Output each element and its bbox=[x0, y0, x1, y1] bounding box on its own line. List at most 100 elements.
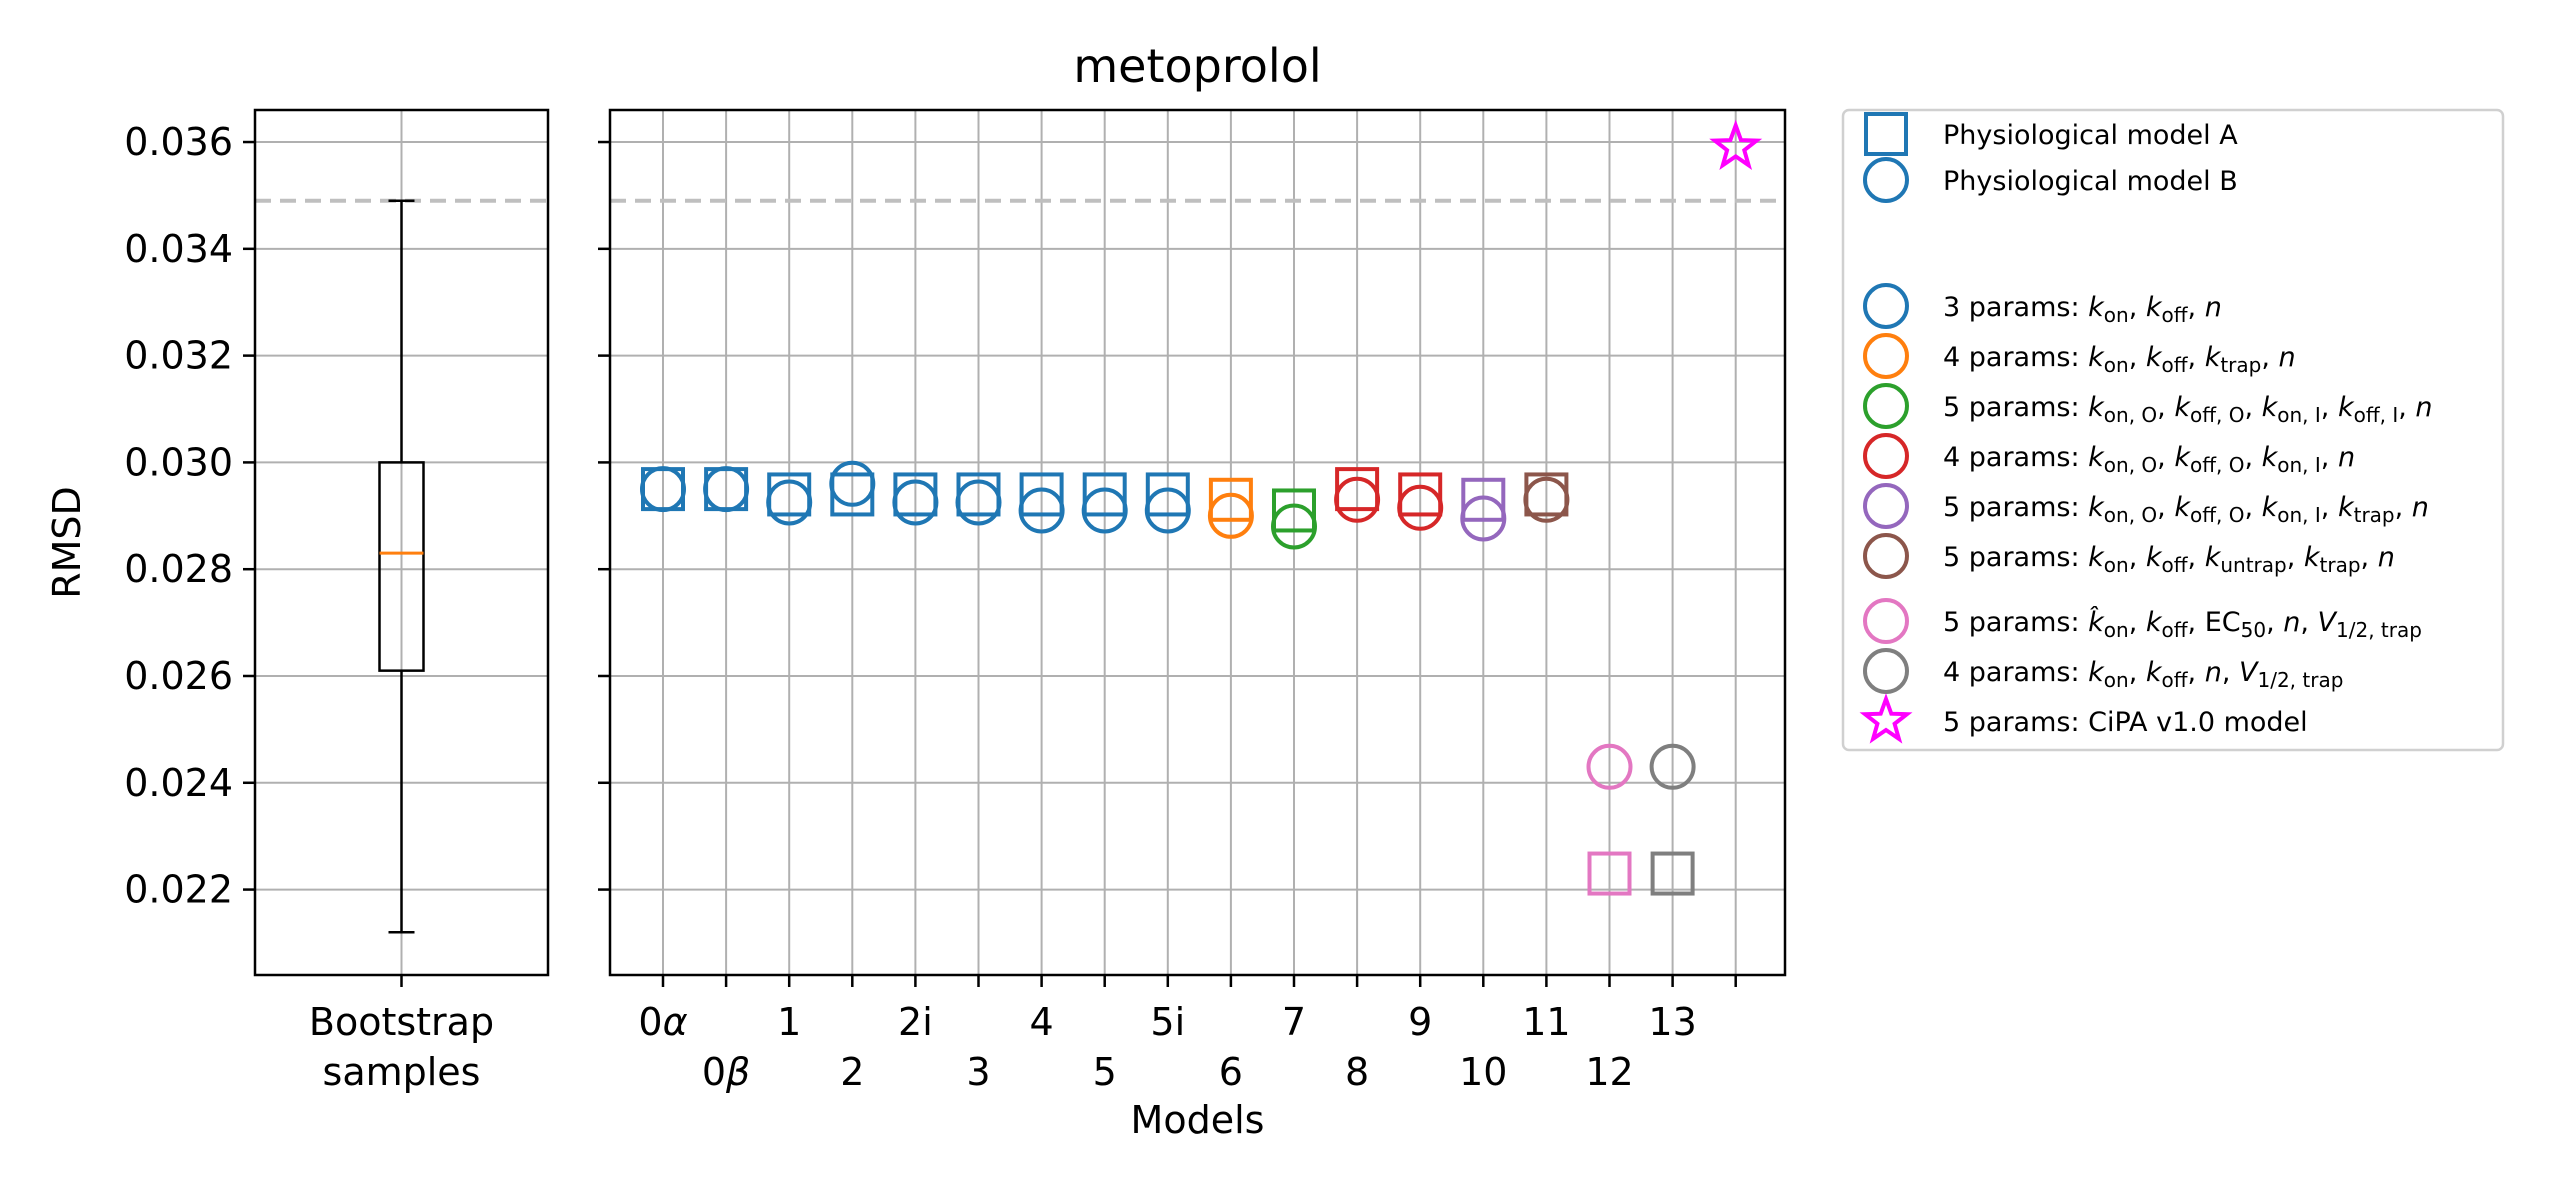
x-tick-label: 11 bbox=[1522, 1000, 1570, 1044]
y-axis-ticks: 0.022 0.024 0.026 0.028 0.030 0.032 0.034 0.036 bbox=[124, 120, 403, 987]
x-tick-label: 8 bbox=[1345, 1050, 1369, 1094]
models-data-points bbox=[640, 119, 1763, 896]
y-tick-label: 0.034 bbox=[124, 227, 233, 271]
model-a-square-point bbox=[1208, 477, 1253, 522]
x-tick-label: 9 bbox=[1408, 1000, 1432, 1044]
x-tick-label: 6 bbox=[1219, 1050, 1243, 1094]
legend-entry: Physiological model B bbox=[1863, 157, 2238, 203]
y-tick-label: 0.036 bbox=[124, 120, 233, 164]
model-b-circle-point bbox=[1271, 503, 1317, 550]
legend-circle-marker bbox=[1863, 533, 1909, 579]
model-b-circle-point bbox=[766, 479, 813, 526]
x-tick-label: 5i bbox=[1150, 1000, 1185, 1044]
x-tick-label: 4 bbox=[1030, 1000, 1054, 1044]
x-tick-label: 12 bbox=[1585, 1050, 1633, 1094]
legend-entry: 4 params: kon, koff, n, V1/2, trap bbox=[1863, 648, 2343, 694]
legend-entry: 5 params: CiPA v1.0 model bbox=[1859, 693, 2308, 744]
legend-square-marker bbox=[1864, 112, 1908, 156]
legend-entry: 5 params: k̂on, koff, EC50, n, V1/2, tra… bbox=[1863, 598, 2422, 644]
legend-label: 3 params: kon, koff, n bbox=[1943, 292, 2222, 327]
chart-title: metoprolol bbox=[1073, 39, 1321, 93]
model-a-square-point bbox=[1398, 472, 1443, 517]
legend-label: 4 params: kon, O, koff, O, kon, I, n bbox=[1943, 442, 2355, 477]
legend-entry: 4 params: kon, O, koff, O, kon, I, n bbox=[1863, 433, 2355, 479]
legend-circle-marker bbox=[1863, 433, 1909, 479]
model-b-circle-point bbox=[1081, 487, 1128, 534]
legend-label: 5 params: k̂on, koff, EC50, n, V1/2, tra… bbox=[1943, 606, 2422, 642]
model-b-circle-point bbox=[1334, 476, 1381, 523]
legend-label: 5 params: kon, O, koff, O, kon, I, koff,… bbox=[1943, 392, 2433, 427]
model-b-circle-point bbox=[1144, 487, 1191, 534]
model-a-square-point bbox=[1019, 472, 1064, 517]
legend-frame bbox=[1841, 108, 2505, 752]
model-b-circle-point bbox=[829, 460, 876, 507]
model-a-square-point bbox=[1082, 472, 1127, 517]
model-b-circle-point bbox=[1649, 743, 1696, 790]
bootstrap-panel: 0.022 0.024 0.026 0.028 0.030 0.032 0.034 0.036… bbox=[45, 108, 550, 1094]
y-tick-label: 0.026 bbox=[124, 654, 233, 698]
legend: Physiological model A Physiological model… bbox=[1841, 108, 2505, 752]
x-tick-label: 1 bbox=[777, 1000, 801, 1044]
model-b-circle-point bbox=[955, 479, 1002, 526]
model-b-circle-point bbox=[703, 466, 750, 513]
y-tick-label: 0.022 bbox=[124, 868, 233, 912]
legend-entry: 4 params: kon, koff, ktrap, n bbox=[1863, 333, 2296, 379]
legend-entry: Physiological model A bbox=[1864, 112, 2238, 156]
x-tick-label: 2i bbox=[898, 1000, 933, 1044]
x-tick-label: 3 bbox=[966, 1050, 990, 1094]
y-tick-label: 0.024 bbox=[124, 761, 233, 805]
model-a-square-point bbox=[1650, 851, 1695, 896]
bootstrap-category-label: Bootstrap samples bbox=[309, 1000, 494, 1094]
y-tick-label: 0.030 bbox=[124, 440, 233, 484]
legend-label: 4 params: kon, koff, ktrap, n bbox=[1943, 342, 2296, 377]
legend-label: 5 params: kon, koff, kuntrap, ktrap, n bbox=[1943, 542, 2395, 577]
legend-entry: 5 params: kon, O, koff, O, kon, I, ktrap… bbox=[1863, 483, 2429, 529]
model-a-square-point bbox=[1272, 488, 1316, 533]
models-grid bbox=[610, 110, 1785, 975]
x-tick-label: 13 bbox=[1648, 1000, 1696, 1044]
model-b-circle-point bbox=[1207, 492, 1254, 539]
model-a-square-point bbox=[1587, 851, 1632, 896]
model-b-circle-point bbox=[1018, 487, 1065, 534]
model-b-circle-point bbox=[1397, 484, 1444, 531]
legend-star-marker bbox=[1859, 693, 1913, 744]
x-axis-label: Models bbox=[1131, 1098, 1265, 1142]
x-tick-label: 0α bbox=[638, 1000, 687, 1044]
x-tick-label: 5 bbox=[1093, 1050, 1117, 1094]
legend-circle-marker bbox=[1863, 483, 1909, 529]
legend-label: 4 params: kon, koff, n, V1/2, trap bbox=[1943, 657, 2343, 692]
legend-label: 5 params: kon, O, koff, O, kon, I, ktrap… bbox=[1943, 492, 2429, 527]
legend-entries: Physiological model A Physiological model… bbox=[1859, 112, 2433, 744]
legend-label: 5 params: CiPA v1.0 model bbox=[1943, 707, 2308, 738]
legend-circle-marker bbox=[1863, 283, 1909, 329]
model-b-circle-point bbox=[892, 479, 939, 526]
legend-entry: 5 params: kon, koff, kuntrap, ktrap, n bbox=[1863, 533, 2395, 579]
model-a-square-point bbox=[1461, 477, 1506, 522]
legend-label: Physiological model B bbox=[1943, 166, 2238, 197]
x-tick-label: 2 bbox=[840, 1050, 864, 1094]
model-b-circle-point bbox=[640, 466, 686, 513]
y-tick-label: 0.032 bbox=[124, 334, 233, 378]
cipa-star-point bbox=[1709, 119, 1763, 170]
model-b-circle-point bbox=[1586, 743, 1633, 790]
legend-circle-marker bbox=[1863, 383, 1909, 429]
legend-circle-marker bbox=[1863, 157, 1909, 203]
x-tick-label: 7 bbox=[1282, 1000, 1306, 1044]
models-y-ticks bbox=[598, 140, 610, 891]
legend-circle-marker bbox=[1863, 648, 1909, 694]
legend-label: Physiological model A bbox=[1943, 120, 2238, 151]
model-b-circle-point bbox=[1460, 495, 1507, 542]
bootstrap-boxplot bbox=[378, 199, 425, 934]
iqr-box bbox=[378, 461, 425, 672]
legend-circle-marker bbox=[1863, 333, 1909, 379]
legend-entry: 5 params: kon, O, koff, O, kon, I, koff,… bbox=[1863, 383, 2433, 429]
legend-entry: 3 params: kon, koff, n bbox=[1863, 283, 2222, 329]
model-a-square-point bbox=[1145, 472, 1190, 517]
models-axes-frame bbox=[608, 108, 1787, 977]
x-tick-label: 0β bbox=[702, 1050, 750, 1094]
x-tick-label: 10 bbox=[1459, 1050, 1507, 1094]
y-axis-label: RMSD bbox=[45, 486, 89, 599]
